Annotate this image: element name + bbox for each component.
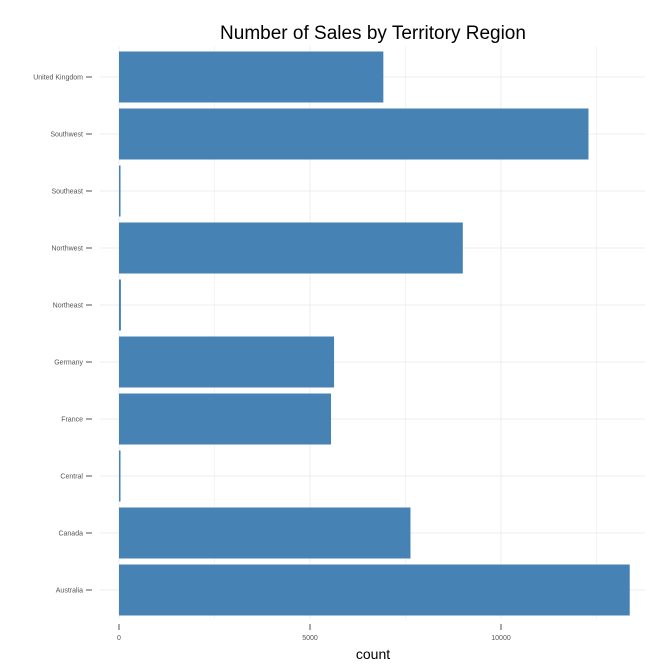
y-tick-label: Southwest [50,132,83,139]
chart-title: Number of Sales by Territory Region [220,23,526,44]
x-tick-label: 0 [117,635,121,642]
bar-australia [119,564,630,616]
bar-northwest [119,222,463,274]
y-tick-label: France [61,417,83,424]
bar-southwest [119,108,589,160]
bar-southeast [119,165,121,217]
bar-northeast [119,279,121,331]
bar-canada [119,507,411,559]
x-tick-label: 5000 [302,635,318,642]
x-axis-label: count [356,646,390,662]
x-tick-label: 10000 [491,635,511,642]
y-tick-label: Central [60,474,83,481]
bar-france [119,393,332,445]
y-tick-label: United Kingdom [33,75,83,82]
y-tick-label: Northwest [51,246,83,253]
bar-central [119,450,121,502]
bar-united-kingdom [119,51,384,103]
y-tick-label: Southeast [51,189,83,196]
bar-germany [119,336,335,388]
y-tick-label: Australia [56,588,83,595]
y-tick-label: Germany [54,360,83,367]
y-tick-label: Canada [58,531,83,538]
y-tick-label: Northeast [53,303,83,310]
